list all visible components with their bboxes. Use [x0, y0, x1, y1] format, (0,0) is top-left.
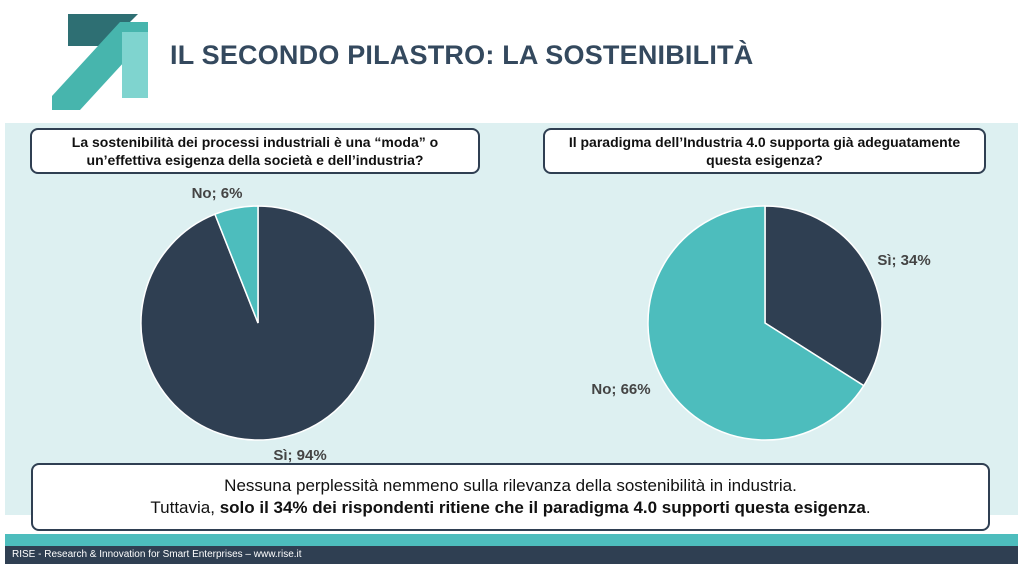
conclusion-prefix: Tuttavia,: [150, 498, 220, 517]
page-title: IL SECONDO PILASTRO: LA SOSTENIBILITÀ: [170, 40, 754, 70]
conclusion-line-1: Nessuna perplessità nemmeno sulla rileva…: [224, 476, 797, 495]
chart-1-question-line-2: un’effettiva esigenza della società e de…: [86, 152, 424, 168]
chart-2-question: Il paradigma dell’Industria 4.0 supporta…: [543, 128, 986, 174]
chart-2-question-line-2: questa esigenza?: [706, 152, 823, 168]
conclusion-suffix: .: [865, 498, 871, 517]
chart-1-question-line-1: La sostenibilità dei processi industrial…: [71, 134, 439, 150]
conclusion-highlight: solo il 34% dei rispondenti ritiene che …: [219, 498, 866, 517]
chart-1-question: La sostenibilità dei processi industrial…: [30, 128, 480, 174]
logo-stroke-light: [122, 32, 148, 98]
pie-2-label-2: No; 66%: [591, 381, 650, 398]
pie-1-label-1: Sì; 94%: [273, 447, 326, 464]
pie-1-label-2: No; 6%: [192, 185, 243, 202]
rise-logo: [52, 14, 148, 110]
pie-1-slice-2: [213, 205, 259, 324]
footer-text: RISE - Research & Innovation for Smart E…: [12, 549, 302, 560]
footer-accent-bar: [5, 534, 1018, 546]
footer-bar: [5, 546, 1018, 564]
pie-2-slice-2: [647, 205, 865, 441]
conclusion-box: Nessuna perplessità nemmeno sulla rileva…: [31, 463, 990, 531]
conclusion-line-2: Tuttavia, solo il 34% dei rispondenti ri…: [150, 497, 870, 519]
pie-2-label-1: Sì; 34%: [877, 252, 930, 269]
chart-2-question-line-1: Il paradigma dell’Industria 4.0 supporta…: [568, 134, 961, 150]
